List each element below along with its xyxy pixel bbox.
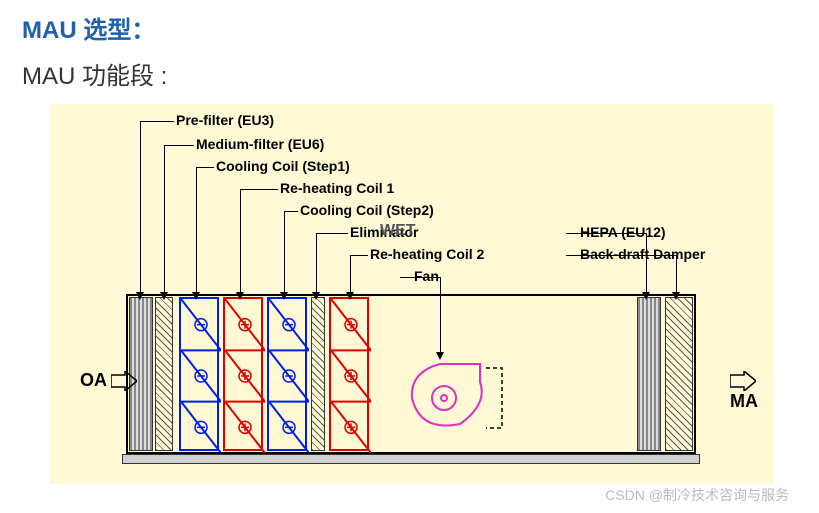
leader-line	[196, 167, 197, 294]
leader-line	[202, 167, 214, 168]
arrowhead-icon	[346, 292, 354, 300]
label-hepa-eu12-: HEPA (EU12)	[580, 224, 666, 240]
leader-line	[196, 167, 202, 168]
ma-text: MA	[730, 391, 758, 411]
unit-base	[122, 454, 700, 464]
leader-line	[140, 121, 162, 122]
fan-icon	[390, 344, 520, 444]
section-heat1	[223, 297, 263, 451]
arrowhead-icon	[192, 292, 200, 300]
section-hepa	[637, 297, 661, 451]
leader-line	[440, 277, 441, 354]
leader-line	[646, 233, 647, 294]
leader-line	[336, 233, 348, 234]
label-pre-filter-eu3-: Pre-filter (EU3)	[176, 112, 274, 128]
coil-icon	[225, 299, 265, 453]
section-damper	[665, 297, 693, 451]
arrowhead-icon	[672, 292, 680, 300]
leader-line	[140, 121, 141, 294]
arrowhead-icon	[136, 292, 144, 300]
leader-line	[182, 145, 194, 146]
leader-line	[240, 189, 241, 294]
arrowhead-icon	[280, 292, 288, 300]
coil-icon	[269, 299, 309, 453]
arrowhead-icon	[236, 292, 244, 300]
leader-line	[316, 233, 317, 294]
label-fan: Fan	[414, 268, 439, 284]
arrowhead-icon	[160, 292, 168, 300]
leader-line	[350, 255, 351, 294]
leader-line	[240, 189, 266, 190]
arrow-right-icon	[111, 371, 137, 391]
oa-text: OA	[80, 370, 106, 390]
leader-line	[284, 211, 285, 294]
diagram-container: Pre-filter (EU3) Medium-filter (EU6) Cooli…	[50, 104, 774, 484]
arrowhead-icon	[312, 292, 320, 300]
leader-line	[286, 211, 298, 212]
leader-line	[164, 145, 182, 146]
title-sub: MAU 功能段 :	[22, 56, 167, 91]
leader-line	[356, 255, 368, 256]
label-back-draft-damper: Back-draft Damper	[580, 246, 705, 262]
leader-line	[164, 145, 165, 294]
overlay-wet: WET	[380, 222, 416, 240]
watermark: CSDN @制冷技术咨询与服务	[605, 485, 789, 505]
coil-icon	[181, 299, 221, 453]
leader-line	[284, 211, 286, 212]
leader-line	[350, 255, 356, 256]
leader-line	[676, 255, 677, 294]
leader-line	[316, 233, 336, 234]
leader-line	[162, 121, 174, 122]
label-re-heating-coil-2: Re-heating Coil 2	[370, 246, 484, 262]
label-medium-filter-eu6-: Medium-filter (EU6)	[196, 136, 324, 152]
coil-icon	[331, 299, 371, 453]
section-cool2	[267, 297, 307, 451]
inlet-label: OA	[80, 370, 137, 391]
label-cooling-coil-step2-: Cooling Coil (Step2)	[300, 202, 434, 218]
section-heat2	[329, 297, 369, 451]
title-main: MAU 选型：	[22, 10, 155, 45]
outlet-label: MA	[730, 370, 774, 412]
leader-line	[266, 189, 278, 190]
leader-line	[566, 233, 646, 234]
section-elim	[311, 297, 325, 451]
arrowhead-icon	[642, 292, 650, 300]
arrow-right-icon	[730, 371, 756, 391]
section-cool1	[179, 297, 219, 451]
leader-line	[400, 277, 440, 278]
label-re-heating-coil-1: Re-heating Coil 1	[280, 180, 394, 196]
leader-line	[566, 255, 676, 256]
section-medfilter	[155, 297, 173, 451]
label-cooling-coil-step1-: Cooling Coil (Step1)	[216, 158, 350, 174]
